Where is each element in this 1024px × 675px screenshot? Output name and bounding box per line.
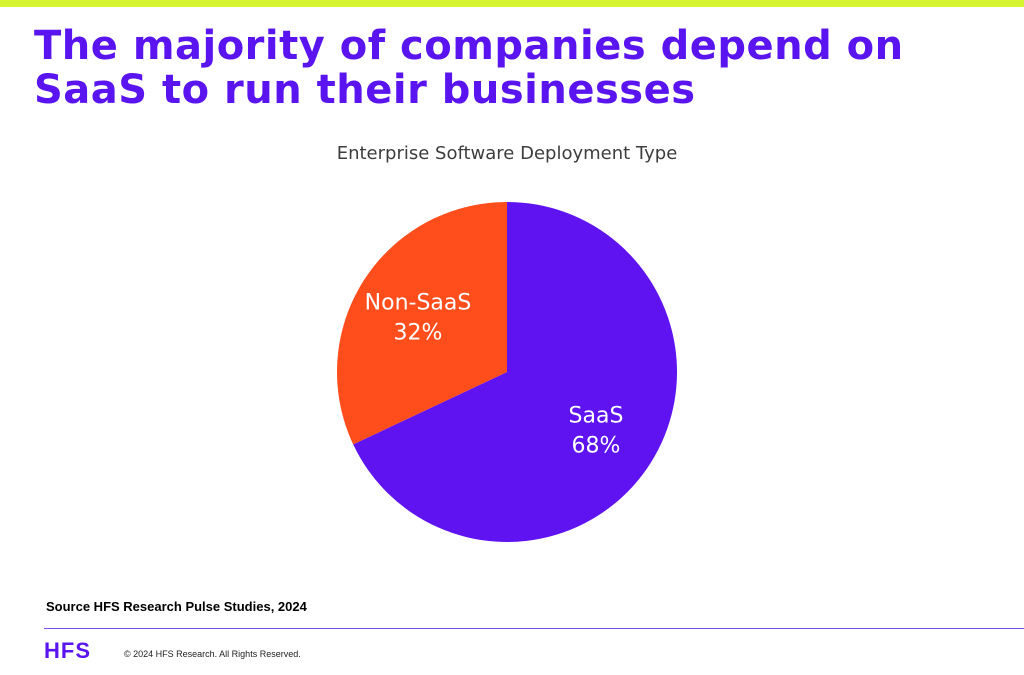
pie-chart: SaaS 68% Non-SaaS 32% bbox=[337, 202, 677, 542]
chart-title: Enterprise Software Deployment Type bbox=[336, 143, 678, 164]
slice-label-name-non-saas: Non-SaaS bbox=[365, 291, 472, 316]
accent-top-bar bbox=[0, 0, 1024, 7]
slice-label-value-non-saas: 32% bbox=[394, 321, 443, 346]
page-headline: The majority of companies depend on SaaS… bbox=[34, 23, 904, 113]
slice-label-name-saas: SaaS bbox=[569, 403, 624, 428]
hfs-logo: HFS bbox=[44, 638, 91, 663]
pie-slice-non-saas bbox=[337, 202, 507, 445]
copyright-text: © 2024 HFS Research. All Rights Reserved… bbox=[124, 649, 301, 659]
source-note: Source HFS Research Pulse Studies, 2024 bbox=[46, 599, 307, 614]
footer-divider bbox=[44, 628, 1024, 629]
pie-slice-saas bbox=[353, 202, 677, 542]
slice-label-value-saas: 68% bbox=[572, 433, 621, 458]
